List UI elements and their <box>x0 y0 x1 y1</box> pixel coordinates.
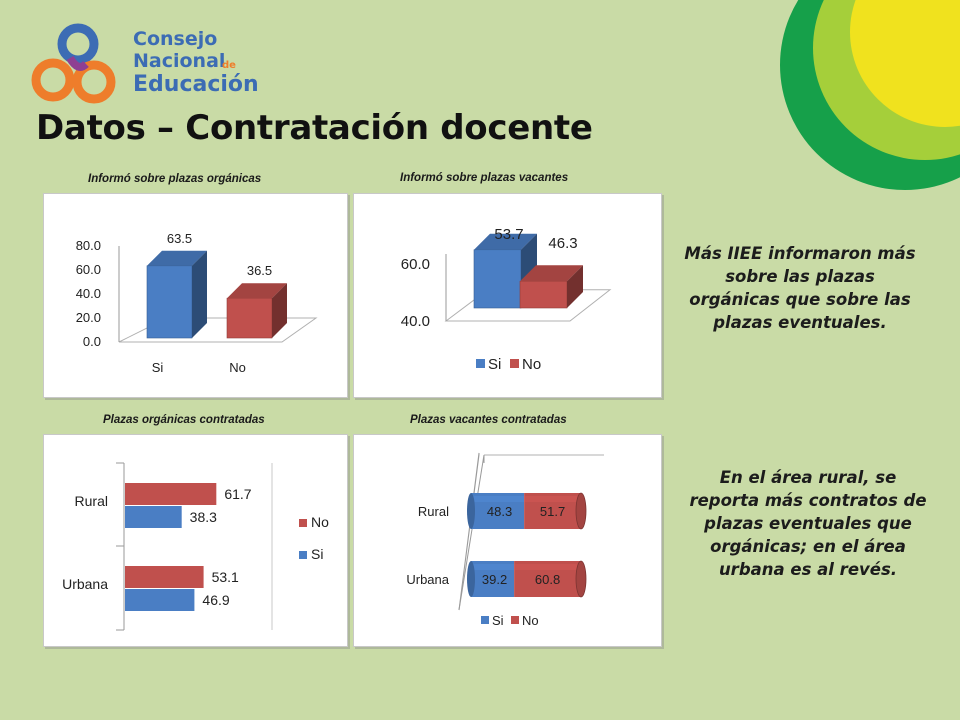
y-tick-label: 80.0 <box>76 238 101 253</box>
category-label: Rural <box>75 493 108 509</box>
chart-title-vacantes: Informó sobre plazas vacantes <box>400 172 569 184</box>
bar-no-top <box>520 265 583 282</box>
data-label: 39.2 <box>482 572 507 587</box>
legend-label: Si <box>311 546 323 562</box>
data-label: 46.9 <box>202 592 229 608</box>
bar-no-top <box>227 283 287 299</box>
bar-rural-si <box>125 506 182 528</box>
legend-label: No <box>311 514 329 530</box>
logo-line-1: Consejo <box>133 28 218 50</box>
data-label: 46.3 <box>548 235 577 252</box>
legend-swatch-no <box>511 616 519 624</box>
legend-label: No <box>522 613 539 628</box>
chart-organicas: 0.0 20.0 40.0 60.0 80.0 63.5 Si 36.5 No <box>76 231 318 375</box>
logo-line-2: Nacional <box>133 50 226 72</box>
logo-small-de: de <box>222 60 236 71</box>
data-label: 36.5 <box>247 263 272 278</box>
category-label: Urbana <box>62 576 108 592</box>
legend-swatch-si <box>476 359 485 368</box>
chart-title-organicas: Informó sobre plazas orgánicas <box>88 173 262 185</box>
bar-si <box>146 265 193 339</box>
bar-cap-left <box>467 561 475 597</box>
data-label: 63.5 <box>167 231 192 246</box>
data-label: 51.7 <box>540 504 565 519</box>
y-axis <box>458 454 485 611</box>
bar-highlight <box>471 496 525 502</box>
axis-wall <box>458 452 480 611</box>
bar-no-side <box>567 265 583 308</box>
data-label: 53.1 <box>212 569 239 585</box>
legend-swatch-no <box>510 359 519 368</box>
bar-no-side <box>272 283 287 338</box>
y-tick-label: 60.0 <box>401 256 430 273</box>
bar-cap-left <box>467 493 475 529</box>
bar-no <box>519 280 568 309</box>
data-label: 38.3 <box>190 509 217 525</box>
bar-cap-right <box>575 492 587 530</box>
bar-urbana-no <box>125 566 204 588</box>
bar-highlight <box>514 564 581 570</box>
data-label: 60.8 <box>535 572 560 587</box>
data-label: 53.7 <box>494 226 523 243</box>
bar-si-top <box>147 250 207 266</box>
bar-cap-right <box>575 560 587 598</box>
chart-title-organicas-contratadas: Plazas orgánicas contratadas <box>103 414 265 426</box>
logo: Consejo Nacional de Educación <box>30 20 259 110</box>
bar-highlight <box>471 564 515 570</box>
y-tick-label: 20.0 <box>76 310 101 325</box>
bar-si <box>473 249 522 309</box>
bar-no <box>226 297 273 339</box>
chart-panel-organicas: 0.0 20.0 40.0 60.0 80.0 63.5 Si 36.5 No <box>43 193 348 398</box>
legend-swatch-si <box>481 616 489 624</box>
legend-label: Si <box>488 356 501 373</box>
chart-vacantes-contratadas: Rural 48.3 51.7 Urbana 39.2 60.8 Si No <box>406 452 604 628</box>
bar-urbana-si <box>125 589 195 611</box>
note-bottom: En el área rural, se reporta más contrat… <box>689 468 927 579</box>
y-tick-label: 40.0 <box>401 313 430 330</box>
page-title: Datos – Contratación docente <box>36 108 593 148</box>
data-label: 48.3 <box>487 504 512 519</box>
y-tick-label: 60.0 <box>76 262 101 277</box>
category-label: Urbana <box>406 572 449 587</box>
category-label: Rural <box>418 504 449 519</box>
chart-vacantes: 40.0 60.0 53.7 46.3 Si No <box>401 226 612 373</box>
x-tick-label: Si <box>152 360 164 375</box>
logo-line-3: Educación <box>133 72 259 97</box>
chart-panel-organicas-contratadas: Rural 61.7 38.3 Urbana 53.1 46.9 No Si <box>43 434 348 647</box>
bar-rural-si <box>471 493 525 529</box>
bar-urbana-si <box>471 561 515 597</box>
data-label: 61.7 <box>224 486 251 502</box>
legend-swatch-si <box>299 551 307 559</box>
chart-title-vacantes-contratadas: Plazas vacantes contratadas <box>410 414 567 426</box>
logo-mark <box>31 23 116 104</box>
bar-highlight <box>524 496 581 502</box>
legend-label: Si <box>492 613 504 628</box>
x-tick-label: No <box>229 360 246 375</box>
bar-si-side <box>192 250 207 338</box>
chart-panel-vacantes-contratadas: Rural 48.3 51.7 Urbana 39.2 60.8 Si No <box>353 434 662 647</box>
bar-si-top <box>474 233 537 250</box>
bar-rural-no <box>125 483 217 505</box>
bar-rural-no <box>524 493 581 529</box>
legend-label: No <box>522 356 541 373</box>
y-tick-label: 40.0 <box>76 286 101 301</box>
y-tick-label: 0.0 <box>83 334 101 349</box>
chart-panel-vacantes: 40.0 60.0 53.7 46.3 Si No <box>353 193 662 398</box>
bar-urbana-no <box>514 561 581 597</box>
legend-swatch-no <box>299 519 307 527</box>
note-top: Más IIEE informaron más sobre las plazas… <box>684 244 916 332</box>
chart-organicas-contratadas: Rural 61.7 38.3 Urbana 53.1 46.9 No Si <box>62 462 329 631</box>
